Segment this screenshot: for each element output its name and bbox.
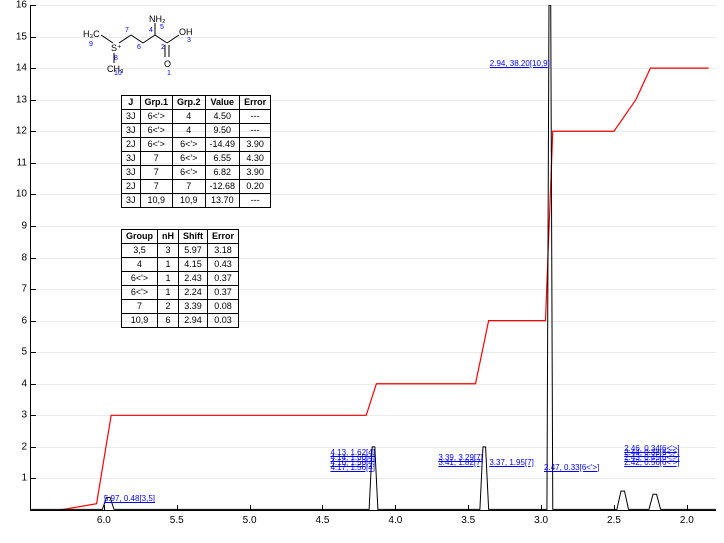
y-tick-label: 9 — [7, 220, 27, 231]
peak-label: 2.47, 0.33[6<'>] — [544, 463, 599, 472]
x-tick — [687, 505, 688, 510]
y-tick-label: 16 — [7, 0, 27, 11]
y-tick-label: 7 — [7, 284, 27, 295]
peak-label: 3.37, 1.95[7] — [489, 458, 533, 467]
x-tick-label: 4.0 — [388, 515, 402, 526]
gridline — [31, 5, 716, 6]
plot-area: H₃C9 S⁺8 CH₃10 7 6 4 NH₂5 2 OH3 O1 J — [30, 5, 716, 511]
x-tick — [541, 505, 542, 510]
peak-label: 3.41, 1.82[7] — [438, 458, 482, 467]
x-tick-label: 2.5 — [607, 515, 621, 526]
x-tick — [177, 505, 178, 510]
y-tick-label: 15 — [7, 31, 27, 42]
gridline — [31, 384, 716, 385]
peak-label: 2.94, 38.20[10,9] — [490, 59, 550, 68]
y-tick-label: 1 — [7, 473, 27, 484]
x-tick-label: 2.0 — [680, 515, 694, 526]
y-tick-label: 8 — [7, 252, 27, 263]
x-tick-label: 5.5 — [170, 515, 184, 526]
x-tick-label: 3.0 — [534, 515, 548, 526]
gridline — [31, 321, 716, 322]
y-tick-label: 11 — [7, 157, 27, 168]
gridline — [31, 163, 716, 164]
x-tick — [104, 505, 105, 510]
peak-label: 5.97, 0.48[3,5] — [104, 494, 155, 503]
gridline — [31, 68, 716, 69]
y-tick-label: 13 — [7, 94, 27, 105]
y-tick-label: 10 — [7, 189, 27, 200]
gridline — [31, 478, 716, 479]
gridline — [31, 131, 716, 132]
gridline — [31, 258, 716, 259]
gridline — [31, 37, 716, 38]
x-tick — [468, 505, 469, 510]
peak-label: 4.17, 1.56[4] — [330, 463, 374, 472]
gridline — [31, 194, 716, 195]
x-tick — [250, 505, 251, 510]
gridline — [31, 226, 716, 227]
gridline — [31, 415, 716, 416]
gridline — [31, 289, 716, 290]
x-tick-label: 6.0 — [97, 515, 111, 526]
x-tick-label: 3.5 — [461, 515, 475, 526]
x-tick-label: 5.0 — [243, 515, 257, 526]
y-tick-label: 5 — [7, 347, 27, 358]
y-tick-label: 2 — [7, 441, 27, 452]
x-tick — [614, 505, 615, 510]
gridline — [31, 100, 716, 101]
x-tick — [322, 505, 323, 510]
peak-label: 2.42, 0.56[6<'>] — [624, 458, 679, 467]
y-tick-label: 14 — [7, 63, 27, 74]
x-tick — [395, 505, 396, 510]
y-tick-label: 4 — [7, 378, 27, 389]
y-tick-label: 12 — [7, 126, 27, 137]
y-tick-label: 3 — [7, 410, 27, 421]
x-tick-label: 4.5 — [316, 515, 330, 526]
y-tick-label: 6 — [7, 315, 27, 326]
nmr-chart: H₃C9 S⁺8 CH₃10 7 6 4 NH₂5 2 OH3 O1 J — [0, 0, 724, 543]
gridline — [31, 352, 716, 353]
